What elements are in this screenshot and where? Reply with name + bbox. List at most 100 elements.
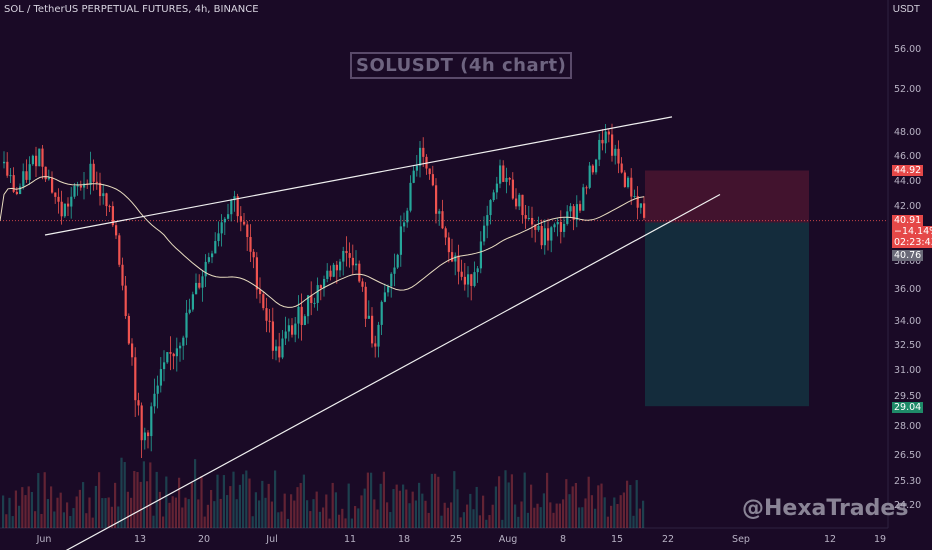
candle-body: [47, 177, 50, 180]
volume-bar: [446, 507, 449, 528]
candle-body: [73, 185, 76, 197]
candle-body: [611, 134, 614, 156]
candle-body: [300, 306, 303, 325]
candle-body: [67, 203, 70, 207]
candle-body: [515, 198, 518, 207]
volume-bar: [53, 511, 56, 528]
candle-body: [227, 214, 230, 219]
candle-body: [463, 276, 466, 285]
candle-body: [134, 357, 137, 401]
upper-trendline: [44, 116, 673, 236]
candle-body: [57, 196, 60, 202]
volume-bar: [315, 491, 318, 528]
candle-body: [38, 148, 41, 167]
volume-bar: [539, 507, 542, 528]
lower-trendline: [65, 193, 721, 550]
candle-body: [147, 432, 150, 437]
volume-bar: [405, 489, 408, 528]
volume-bar: [190, 482, 193, 528]
candle-body: [163, 362, 166, 370]
candle-body: [415, 165, 418, 171]
volume-bar: [242, 474, 245, 528]
volume-bar: [85, 513, 88, 528]
candle-body: [575, 204, 578, 220]
volume-bar: [392, 489, 395, 528]
volume-bar: [133, 470, 136, 528]
volume-bar: [584, 498, 587, 528]
candle-body: [633, 196, 636, 198]
volume-bar: [418, 482, 421, 528]
candle-body: [246, 224, 249, 238]
y-tick-label: 31.00: [894, 365, 922, 376]
candle-body: [76, 185, 79, 187]
candle-body: [329, 270, 332, 277]
candle-body: [172, 353, 175, 357]
candle-body: [22, 171, 25, 187]
candle-body: [495, 183, 498, 193]
volume-bar: [622, 492, 625, 528]
candle-body: [294, 323, 297, 335]
candle-body: [326, 270, 329, 279]
y-tick-label: 52.00: [894, 84, 922, 95]
volume-bar: [171, 496, 174, 528]
candle-body: [156, 385, 159, 394]
candle-body: [511, 179, 514, 199]
volume-bar: [184, 497, 187, 528]
candle-body: [89, 163, 92, 186]
candle-body: [259, 289, 262, 295]
volume-bar: [120, 457, 123, 528]
volume-bar: [136, 472, 139, 528]
candle-body: [457, 255, 460, 272]
target-price-tag: 29.04: [892, 402, 924, 413]
volume-bar: [590, 495, 593, 528]
candle-body: [617, 148, 620, 164]
volume-bar: [408, 503, 411, 528]
candle-body: [310, 295, 313, 304]
candle-body: [319, 285, 322, 289]
volume-bar: [328, 518, 331, 528]
volume-bar: [347, 483, 350, 528]
volume-bar: [574, 483, 577, 528]
volume-bar: [610, 505, 613, 528]
volume-bar: [565, 479, 568, 528]
candle-body: [470, 274, 473, 286]
x-tick-label: Aug: [498, 534, 518, 545]
candle-body: [99, 182, 102, 197]
candle-body: [387, 286, 390, 293]
candle-body: [486, 215, 489, 226]
volume-bar: [370, 472, 373, 528]
candle-body: [374, 343, 377, 347]
candle-body: [143, 432, 146, 441]
volume-bar: [485, 519, 488, 528]
candle-body: [44, 166, 47, 180]
volume-bar: [350, 518, 353, 528]
candle-body: [479, 241, 482, 269]
volume-bar: [146, 481, 149, 528]
volume-bar: [309, 511, 312, 528]
candle-body: [252, 251, 255, 258]
candle-body: [169, 352, 172, 354]
candle-body: [291, 325, 294, 335]
volume-bar: [360, 495, 363, 528]
candle-body: [563, 223, 566, 232]
candle-body: [335, 264, 338, 271]
volume-bar: [34, 511, 37, 528]
candle-body: [409, 182, 412, 211]
candle-body: [591, 165, 594, 173]
volume-bar: [354, 506, 357, 528]
volume-bar: [594, 508, 597, 528]
volume-bar: [472, 509, 475, 528]
volume-bar: [430, 473, 433, 528]
volume-bar: [274, 470, 277, 528]
volume-bar: [261, 480, 264, 528]
candle-body: [25, 171, 28, 180]
volume-bar: [357, 508, 360, 528]
candle-body: [361, 281, 364, 287]
volume-bar: [581, 507, 584, 528]
x-tick-label: 11: [343, 534, 357, 545]
candle-body: [604, 131, 607, 144]
volume-bar: [341, 508, 344, 528]
candle-body: [643, 203, 646, 218]
